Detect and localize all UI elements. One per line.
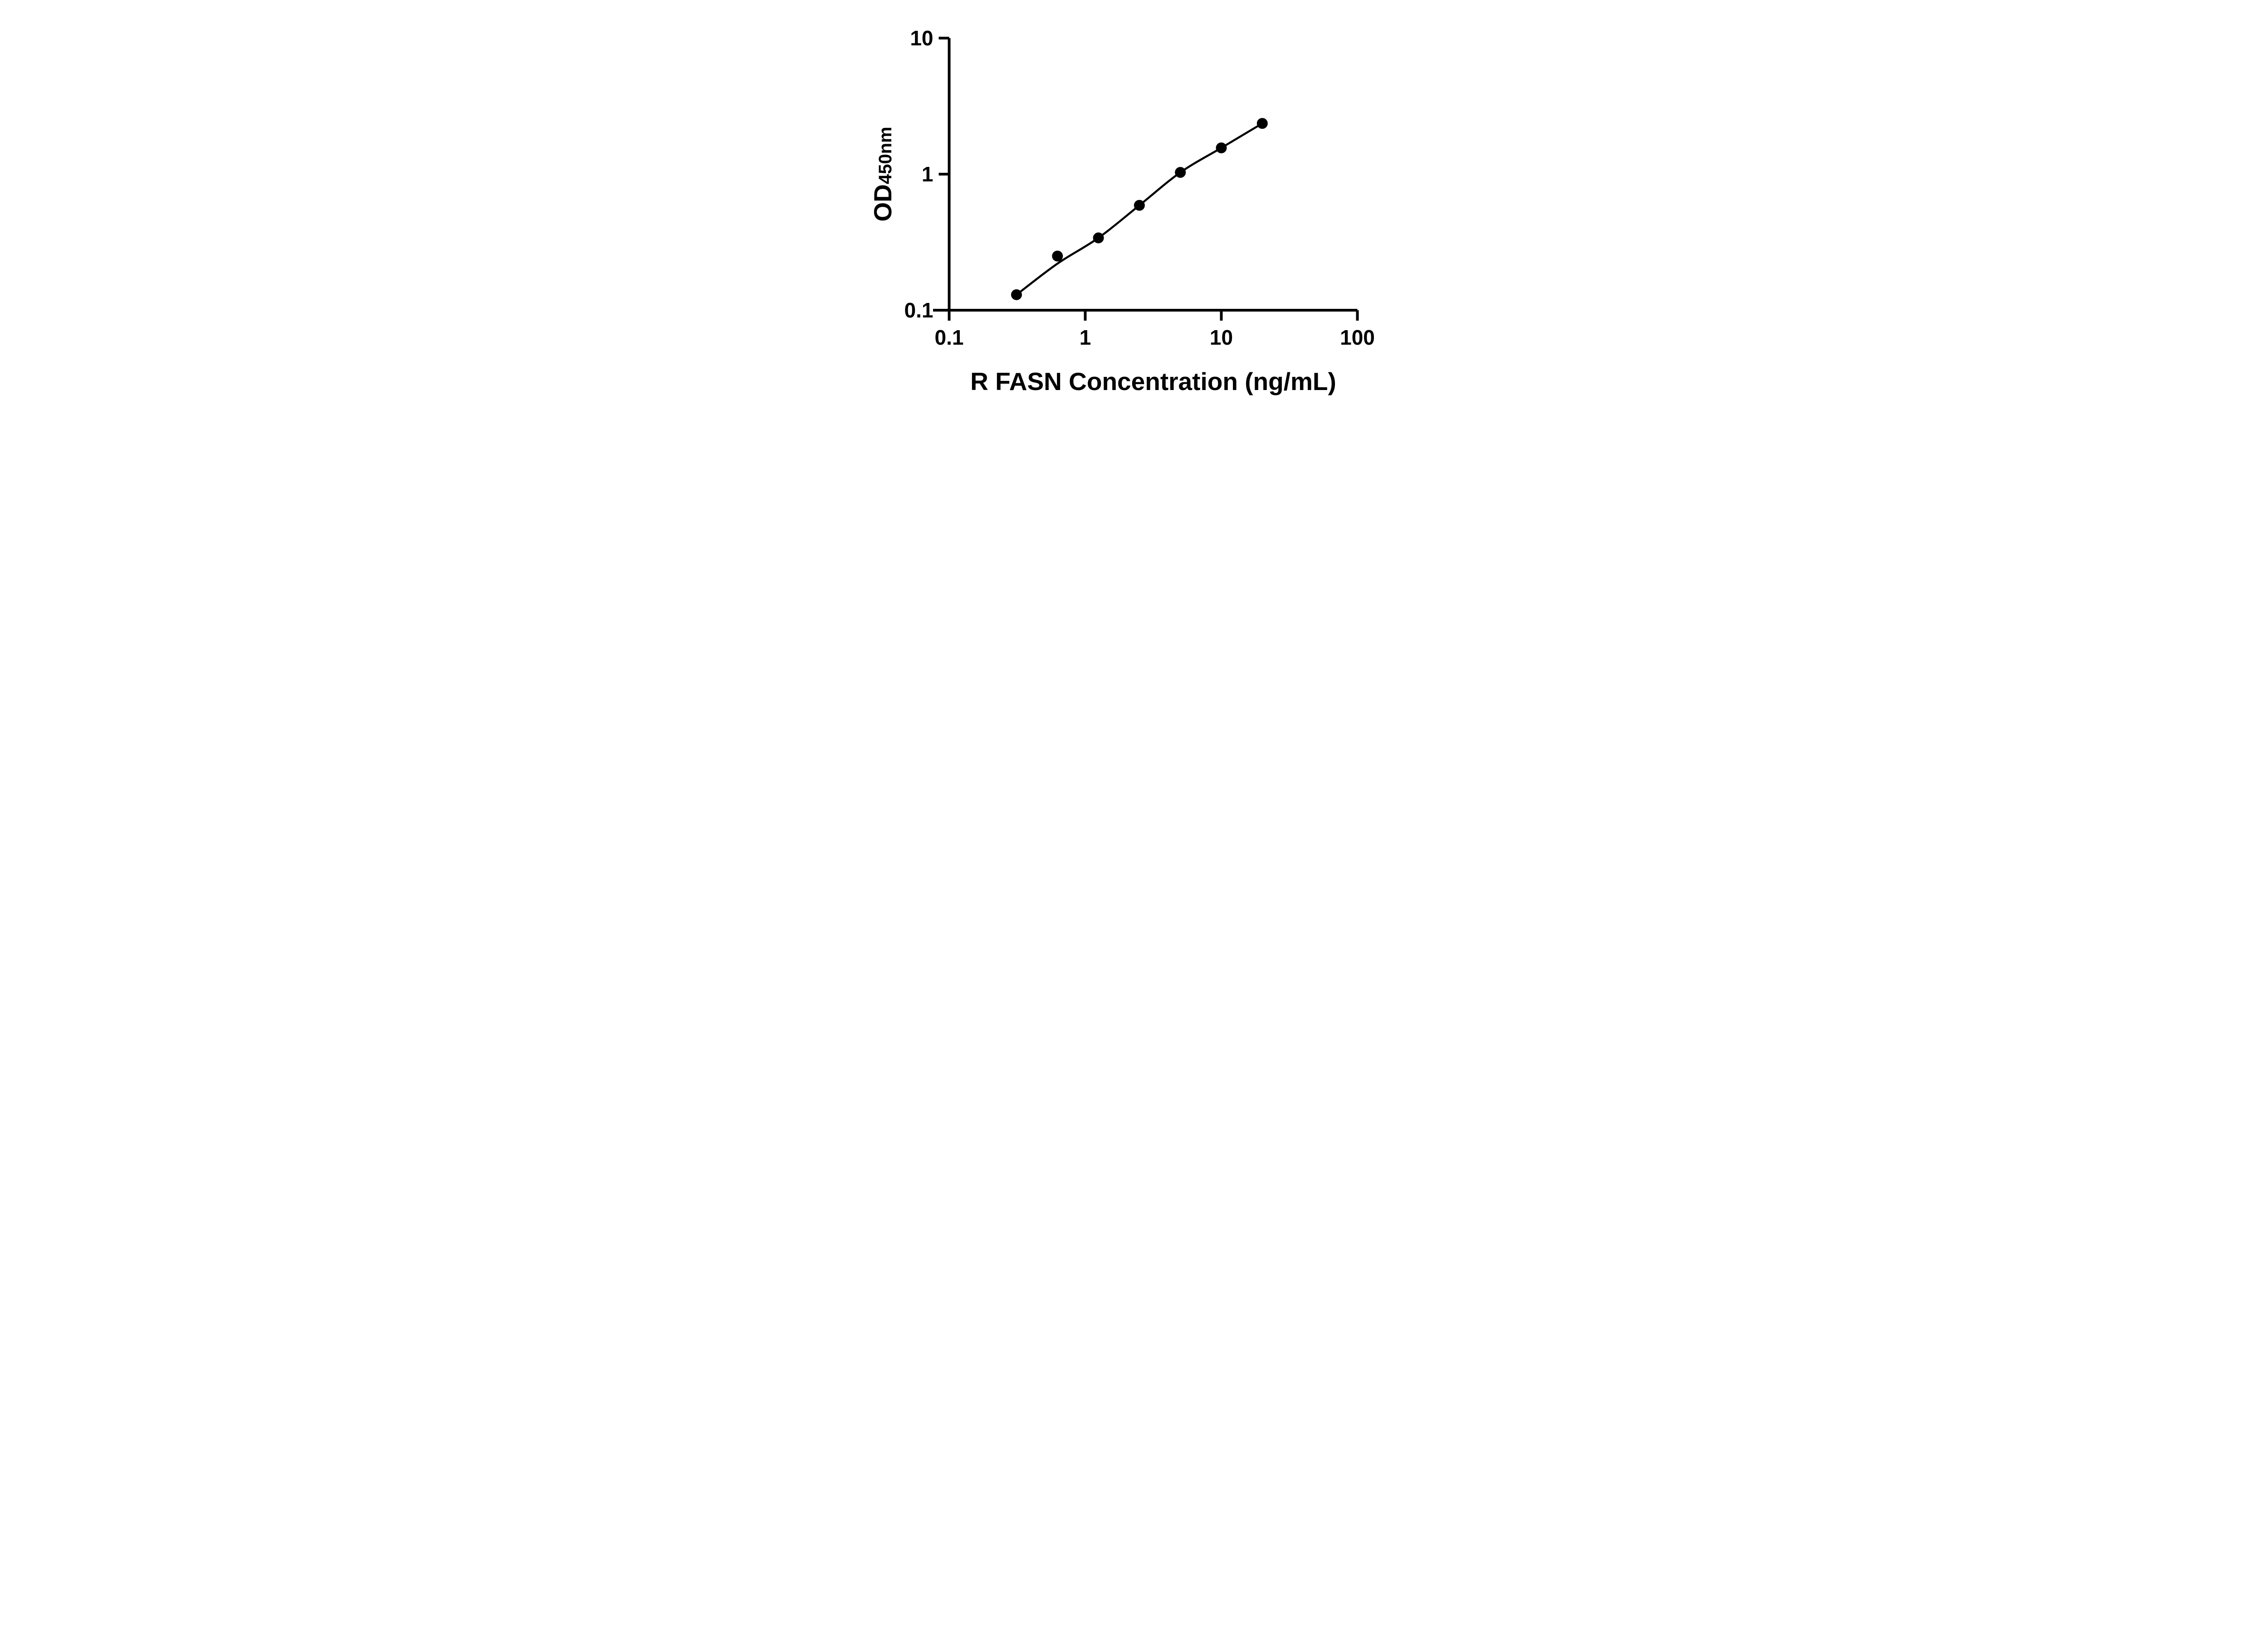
standard-curve-figure: 0.1 1 10 0.1 1 10 100 R FASN Concentration (ng/… bbox=[848, 0, 1420, 412]
y-tick-label-1: 1 bbox=[922, 162, 934, 186]
x-tick-label-100: 100 bbox=[1340, 326, 1375, 349]
x-tick-label-0.1: 0.1 bbox=[935, 326, 964, 349]
x-axis-title: R FASN Concentration (ng/mL) bbox=[970, 367, 1336, 395]
data-point-x1.25 bbox=[1093, 232, 1104, 244]
data-point-x2.5 bbox=[1134, 200, 1145, 211]
data-point-x20 bbox=[1256, 118, 1268, 129]
data-point-x0.625 bbox=[1052, 250, 1063, 262]
x-tick-label-1: 1 bbox=[1080, 326, 1091, 349]
x-tick-label-10: 10 bbox=[1210, 326, 1233, 349]
data-point-x5 bbox=[1175, 167, 1186, 178]
y-axis-title: OD450nm bbox=[869, 127, 897, 221]
y-axis-title-main: OD bbox=[869, 184, 897, 222]
y-tick-label-0.1: 0.1 bbox=[904, 298, 934, 322]
y-tick-label-10: 10 bbox=[910, 26, 933, 50]
data-point-x10 bbox=[1216, 142, 1227, 154]
y-axis-title-sub: 450nm bbox=[875, 127, 895, 184]
data-point-x0.3125 bbox=[1011, 289, 1022, 300]
